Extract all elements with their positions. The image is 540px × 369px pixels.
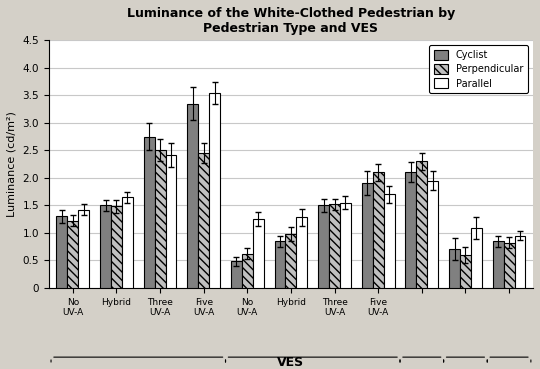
Bar: [286, 234, 296, 288]
Bar: [383, 194, 395, 288]
Bar: [416, 161, 427, 288]
Legend: Cyclist, Perpendicular, Parallel: Cyclist, Perpendicular, Parallel: [429, 45, 528, 93]
Bar: [198, 153, 209, 288]
Bar: [166, 155, 177, 288]
Bar: [231, 261, 242, 288]
Bar: [492, 241, 504, 288]
Bar: [427, 180, 438, 288]
Bar: [515, 235, 525, 288]
Bar: [242, 254, 253, 288]
Bar: [329, 204, 340, 288]
Bar: [504, 243, 515, 288]
Bar: [275, 241, 286, 288]
Bar: [449, 249, 460, 288]
Bar: [471, 228, 482, 288]
Bar: [57, 216, 68, 288]
Bar: [111, 206, 122, 288]
Bar: [296, 217, 307, 288]
Bar: [144, 137, 154, 288]
Bar: [318, 205, 329, 288]
Bar: [253, 219, 264, 288]
Bar: [100, 205, 111, 288]
Title: Luminance of the White-Clothed Pedestrian by
Pedestrian Type and VES: Luminance of the White-Clothed Pedestria…: [127, 7, 455, 35]
Bar: [122, 197, 133, 288]
Bar: [209, 93, 220, 288]
Bar: [362, 183, 373, 288]
Bar: [340, 203, 351, 288]
Bar: [373, 172, 383, 288]
X-axis label: VES: VES: [278, 356, 305, 369]
Bar: [78, 210, 89, 288]
Bar: [406, 172, 416, 288]
Y-axis label: Luminance (cd/m²): Luminance (cd/m²): [7, 111, 17, 217]
Bar: [460, 255, 471, 288]
Bar: [154, 150, 166, 288]
Bar: [68, 221, 78, 288]
Bar: [187, 104, 198, 288]
